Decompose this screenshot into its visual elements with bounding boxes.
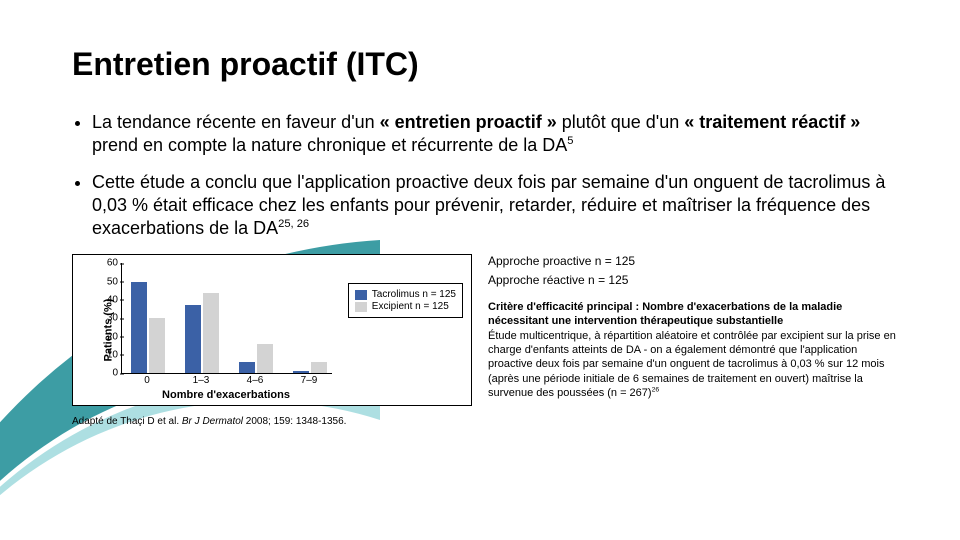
chart-bar xyxy=(257,344,273,373)
chart-ytick: 10 xyxy=(94,349,118,360)
chart-x-label: Nombre d'exacerbations xyxy=(121,389,331,401)
chart-citation: Adapté de Thaçi D et al. Br J Dermatol 2… xyxy=(72,416,470,427)
bullet-1-bold2: « traitement réactif » xyxy=(684,112,860,132)
exacerbation-bar-chart: Patients (%) 0102030405060 01–34–67–9 No… xyxy=(72,254,472,406)
chart-xtick: 0 xyxy=(144,375,150,386)
chart-xtick: 1–3 xyxy=(193,375,210,386)
chart-ytick: 60 xyxy=(94,258,118,269)
chart-ytick: 40 xyxy=(94,294,118,305)
bullet-list: La tendance récente en faveur d'un « ent… xyxy=(76,111,896,240)
chart-bar xyxy=(185,305,201,373)
legend-label: Excipient n = 125 xyxy=(372,301,449,312)
chart-plot-area: 0102030405060 xyxy=(121,263,332,374)
bullet-2-sup: 25, 26 xyxy=(278,218,309,230)
bullet-1-post: prend en compte la nature chronique et r… xyxy=(92,135,567,155)
chart-ytick: 30 xyxy=(94,313,118,324)
citation-post: 2008; 159: 1348-1356. xyxy=(243,416,346,427)
bullet-1-pre: La tendance récente en faveur d'un xyxy=(92,112,380,132)
chart-xtick: 4–6 xyxy=(247,375,264,386)
legend-swatch xyxy=(355,290,367,300)
chart-ytick: 0 xyxy=(94,368,118,379)
chart-legend: Tacrolimus n = 125Excipient n = 125 xyxy=(348,283,463,318)
chart-legend-item: Tacrolimus n = 125 xyxy=(355,289,456,300)
criterion-title: Critère d'efficacité principal : Nombre … xyxy=(488,301,842,327)
bullet-2-text: Cette étude a conclu que l'application p… xyxy=(92,172,885,238)
criterion-body: Étude multicentrique, à répartition aléa… xyxy=(488,330,896,399)
chart-bar xyxy=(131,282,147,374)
bullet-1-sup: 5 xyxy=(567,135,573,147)
bullet-1: La tendance récente en faveur d'un « ent… xyxy=(92,111,896,157)
chart-legend-item: Excipient n = 125 xyxy=(355,301,456,312)
chart-bar xyxy=(293,371,309,373)
chart-bar xyxy=(203,293,219,374)
chart-bar xyxy=(239,362,255,373)
citation-pre: Adapté de Thaçi D et al. xyxy=(72,416,182,427)
page-title: Entretien proactif (ITC) xyxy=(72,46,896,83)
criterion-block: Critère d'efficacité principal : Nombre … xyxy=(488,300,896,400)
bullet-1-mid: plutôt que d'un xyxy=(557,112,685,132)
chart-xtick: 7–9 xyxy=(301,375,318,386)
approach-proactive-label: Approche proactive n = 125 xyxy=(488,254,896,269)
chart-bar xyxy=(149,318,165,373)
bullet-1-bold1: « entretien proactif » xyxy=(380,112,557,132)
legend-swatch xyxy=(355,302,367,312)
legend-label: Tacrolimus n = 125 xyxy=(372,289,456,300)
chart-ytick: 20 xyxy=(94,331,118,342)
bullet-2: Cette étude a conclu que l'application p… xyxy=(92,171,896,240)
chart-bar xyxy=(311,362,327,373)
approach-reactive-label: Approche réactive n = 125 xyxy=(488,273,896,288)
criterion-sup: 26 xyxy=(652,386,660,393)
citation-journal: Br J Dermatol xyxy=(182,416,243,427)
chart-ytick: 50 xyxy=(94,276,118,287)
